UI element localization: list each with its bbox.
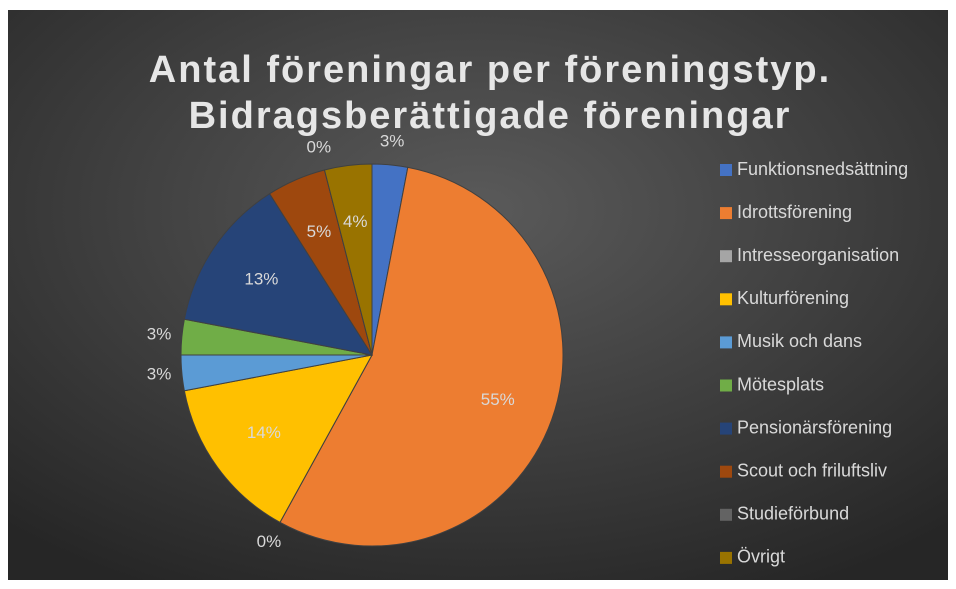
data-label: 0% — [257, 532, 282, 551]
legend-label: Studieförbund — [737, 504, 849, 524]
legend-swatch — [720, 164, 732, 176]
legend-label: Scout och friluftsliv — [737, 460, 887, 480]
data-label: 3% — [147, 324, 172, 343]
data-label: 3% — [147, 365, 172, 384]
legend-label: Övrigt — [737, 547, 785, 567]
data-label: 14% — [247, 423, 281, 442]
legend-label: Idrottsförening — [737, 202, 852, 222]
pie-slice — [183, 193, 374, 356]
pie-slice — [279, 166, 564, 547]
chart-title: Antal föreningar per föreningstyp. — [149, 49, 831, 91]
legend-swatch — [720, 250, 732, 263]
data-label: 4% — [343, 212, 368, 231]
legend-label: Pensionärsförening — [737, 417, 892, 437]
legend-swatch — [720, 465, 732, 478]
data-label: 55% — [481, 390, 515, 409]
legend-label: Funktionsnedsättning — [737, 159, 908, 179]
data-label: 3% — [380, 132, 405, 151]
legend-swatch — [720, 551, 732, 564]
legend-swatch — [720, 422, 732, 435]
data-label: 0% — [307, 137, 332, 156]
legend-swatch — [720, 207, 732, 220]
data-label: 5% — [307, 222, 332, 241]
data-label: 13% — [244, 269, 278, 288]
chart-title: Bidragsberättigade föreningar — [189, 95, 792, 137]
legend-swatch — [720, 293, 732, 306]
legend-label: Musik och dans — [737, 331, 862, 351]
legend-swatch — [720, 508, 732, 521]
legend-label: Kulturförening — [737, 288, 849, 308]
pie-slice — [183, 354, 373, 524]
legend-label: Intresseorganisation — [737, 245, 899, 265]
legend-label: Mötesplats — [737, 374, 824, 394]
legend-swatch — [720, 379, 732, 392]
pie-slice — [323, 163, 373, 356]
legend-swatch — [720, 336, 732, 349]
